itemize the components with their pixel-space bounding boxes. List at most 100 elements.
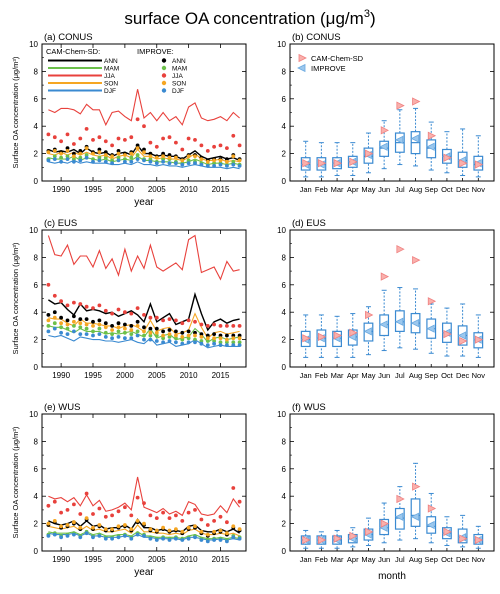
x-tick-label: May xyxy=(361,185,375,194)
obs-point-mam xyxy=(193,337,197,342)
y-tick-label: 2 xyxy=(34,150,39,159)
x-tick-label: Nov xyxy=(472,555,486,564)
x-tick-label: Aug xyxy=(409,555,422,564)
model-marker xyxy=(317,332,327,342)
obs-point-ann xyxy=(78,149,83,153)
x-tick-label: 2005 xyxy=(148,555,166,564)
obs-point-djf xyxy=(65,157,70,162)
obs-point-mam xyxy=(231,159,236,164)
obs-point-djf xyxy=(161,536,166,541)
obs-point-ann xyxy=(103,150,108,155)
legend-model-label: SON xyxy=(104,81,118,88)
panel-label: (a) CONUS xyxy=(44,32,93,43)
obs-point-jja xyxy=(116,307,121,312)
obs-point-mam xyxy=(91,157,95,162)
y-tick-label: 10 xyxy=(277,226,286,235)
obs-point-djf xyxy=(174,161,178,166)
model-marker xyxy=(349,157,358,166)
x-tick-label: Nov xyxy=(472,185,486,194)
obs-point-son xyxy=(167,332,172,336)
obs-point-jja xyxy=(231,133,236,138)
y-tick-label: 6 xyxy=(34,465,39,474)
obs-point-jja xyxy=(167,135,172,140)
obs-point-son xyxy=(148,527,153,531)
box-oct xyxy=(442,131,452,174)
box-oct xyxy=(442,516,452,547)
obs-point-son xyxy=(212,529,217,534)
obs-point-mam xyxy=(103,155,108,160)
obs-point-jja xyxy=(237,499,242,504)
obs-point-son xyxy=(161,154,166,159)
obs-point-djf xyxy=(161,159,166,164)
obs-point-djf xyxy=(46,534,51,538)
obs-point-ann xyxy=(205,333,210,338)
x-tick-label: Apr xyxy=(347,555,359,564)
obs-point-ann xyxy=(65,318,70,323)
chart-panel-1: 0 2 4 6 8 10 (a) CONUS 1990 1995 2000 2005 2010 2015… xyxy=(11,32,247,208)
model-marker xyxy=(333,331,342,340)
obs-point-jja xyxy=(154,144,159,149)
obs-point-djf xyxy=(186,340,191,345)
obs-point-son xyxy=(46,150,51,155)
box-mar xyxy=(332,529,342,549)
obs-point-son xyxy=(110,154,114,159)
obs-point-mam xyxy=(129,332,134,336)
model-line-jja xyxy=(48,89,240,127)
obs-point-djf xyxy=(116,158,121,163)
obs-point-son xyxy=(59,524,63,529)
obs-point-ann xyxy=(52,310,57,315)
x-tick-label: Apr xyxy=(347,371,359,380)
obs-point-djf xyxy=(186,161,191,166)
obs-point-djf xyxy=(91,535,95,540)
model-marker xyxy=(317,535,327,545)
obs-point-son xyxy=(91,151,95,156)
y-tick-label: 2 xyxy=(282,520,287,529)
obs-point-jja xyxy=(65,303,70,308)
obs-marker xyxy=(410,512,419,521)
x-tick-label: Jul xyxy=(395,371,405,380)
model-line-ann xyxy=(48,291,240,332)
obs-point-jja xyxy=(205,149,210,153)
obs-point-son xyxy=(84,146,89,151)
obs-point-mam xyxy=(72,157,76,162)
legend-obs-swatch xyxy=(161,80,167,86)
obs-point-son xyxy=(72,154,76,159)
obs-point-jja xyxy=(97,303,102,308)
x-tick-label: 1990 xyxy=(52,555,70,564)
obs-point-son xyxy=(46,521,51,526)
model-marker xyxy=(443,153,452,162)
obs-point-jja xyxy=(142,124,146,129)
y-tick-label: 8 xyxy=(282,67,287,76)
obs-point-ann xyxy=(218,333,223,338)
obs-point-son xyxy=(237,527,242,531)
obs-marker xyxy=(410,134,419,143)
obs-point-son xyxy=(78,151,83,156)
y-tick-label: 6 xyxy=(282,95,287,104)
legend-model-label: JJA xyxy=(104,73,116,80)
panel-label: (c) EUS xyxy=(44,218,77,229)
obs-point-jja xyxy=(212,144,217,149)
obs-point-son xyxy=(97,523,102,527)
y-tick-label: 8 xyxy=(34,437,39,446)
obs-point-ann xyxy=(237,333,242,338)
model-marker xyxy=(302,535,311,545)
x-tick-label: Mar xyxy=(331,185,344,194)
obs-marker xyxy=(410,319,419,328)
obs-point-son xyxy=(225,159,229,164)
y-tick-label: 4 xyxy=(34,308,39,317)
obs-point-mam xyxy=(84,326,89,331)
obs-point-mam xyxy=(78,155,83,160)
obs-point-son xyxy=(237,158,242,163)
x-tick-label: Aug xyxy=(409,185,422,194)
obs-point-jja xyxy=(231,324,236,328)
model-marker xyxy=(412,482,421,491)
obs-point-jja xyxy=(180,519,185,523)
obs-point-jja xyxy=(180,321,185,326)
obs-point-djf xyxy=(91,333,95,338)
obs-point-ann xyxy=(142,147,146,152)
y-tick-label: 4 xyxy=(282,122,287,131)
obs-point-mam xyxy=(205,339,210,343)
obs-point-djf xyxy=(148,536,153,541)
model-marker xyxy=(317,159,327,168)
obs-marker xyxy=(363,327,372,336)
